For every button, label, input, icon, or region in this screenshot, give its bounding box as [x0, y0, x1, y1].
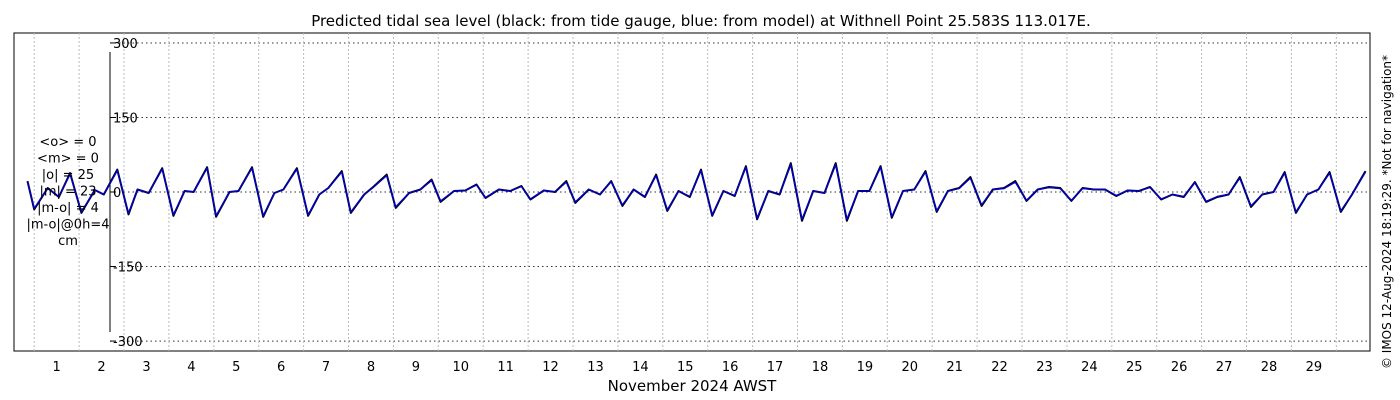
- y-tick-label: -150: [113, 261, 143, 276]
- stat-line: |o| = 25: [42, 168, 94, 183]
- x-tick-label: 27: [1216, 360, 1233, 375]
- side-credit: © IMOS 12-Aug-2024 18:19:29. *Not for na…: [1380, 55, 1394, 369]
- stat-line: |m| = 23: [39, 185, 96, 200]
- x-tick-label: 26: [1171, 360, 1188, 375]
- x-tick-label: 11: [497, 360, 514, 375]
- x-tick-label: 19: [857, 360, 874, 375]
- stat-line: |m-o| = 4: [37, 201, 99, 216]
- y-ticks: -300 -150 0 150 300: [110, 37, 143, 350]
- x-tick-label: 18: [812, 360, 829, 375]
- x-tick-label: 1: [53, 360, 61, 375]
- stat-line: <o> = 0: [39, 135, 96, 150]
- x-tick-label: 20: [901, 360, 918, 375]
- x-tick-label: 29: [1306, 360, 1323, 375]
- x-ticks: 1 2 3 4 5 6 7 8 9 10 11 12 13 14 15 16 17 18 19 20 21 22 23 24 2…: [53, 360, 1323, 375]
- x-tick-label: 28: [1261, 360, 1278, 375]
- series-group: [26, 162, 1367, 222]
- x-tick-label: 16: [722, 360, 739, 375]
- y-tick-label: -300: [113, 335, 143, 350]
- x-tick-label: 5: [232, 360, 240, 375]
- x-tick-label: 23: [1036, 360, 1053, 375]
- stat-line: |m-o|@0h=4: [27, 218, 110, 233]
- x-tick-label: 3: [142, 360, 150, 375]
- x-tick-label: 13: [587, 360, 604, 375]
- x-tick-label: 6: [277, 360, 285, 375]
- model-series-line: [26, 163, 1367, 221]
- grid: [33, 33, 1370, 351]
- x-tick-label: 25: [1126, 360, 1143, 375]
- x-tick-label: 2: [97, 360, 105, 375]
- y-tick-label: 150: [113, 111, 138, 126]
- x-tick-label: 4: [187, 360, 195, 375]
- x-tick-label: 15: [677, 360, 694, 375]
- x-tick-label: 7: [322, 360, 330, 375]
- y-tick-label: 300: [113, 37, 138, 52]
- x-axis-label: November 2024 AWST: [608, 377, 778, 395]
- plot-frame: [13, 32, 1371, 352]
- y-tick-label: 0: [113, 186, 121, 201]
- x-tick-label: 17: [767, 360, 784, 375]
- x-tick-label: 9: [412, 360, 420, 375]
- stat-line: cm: [58, 234, 78, 249]
- x-tick-label: 8: [367, 360, 375, 375]
- stats-annotations: <o> = 0 <m> = 0|o| = 25 |m| = 23|m-o| = 4 |…: [27, 135, 110, 249]
- x-tick-label: 22: [991, 360, 1008, 375]
- x-tick-label: 10: [452, 360, 469, 375]
- x-tick-label: 14: [632, 360, 649, 375]
- x-tick-label: 21: [946, 360, 963, 375]
- chart-title: Predicted tidal sea level (black: from t…: [311, 12, 1091, 30]
- x-tick-label: 12: [542, 360, 559, 375]
- x-tick-label: 24: [1081, 360, 1098, 375]
- stat-line: <m> = 0: [37, 152, 99, 167]
